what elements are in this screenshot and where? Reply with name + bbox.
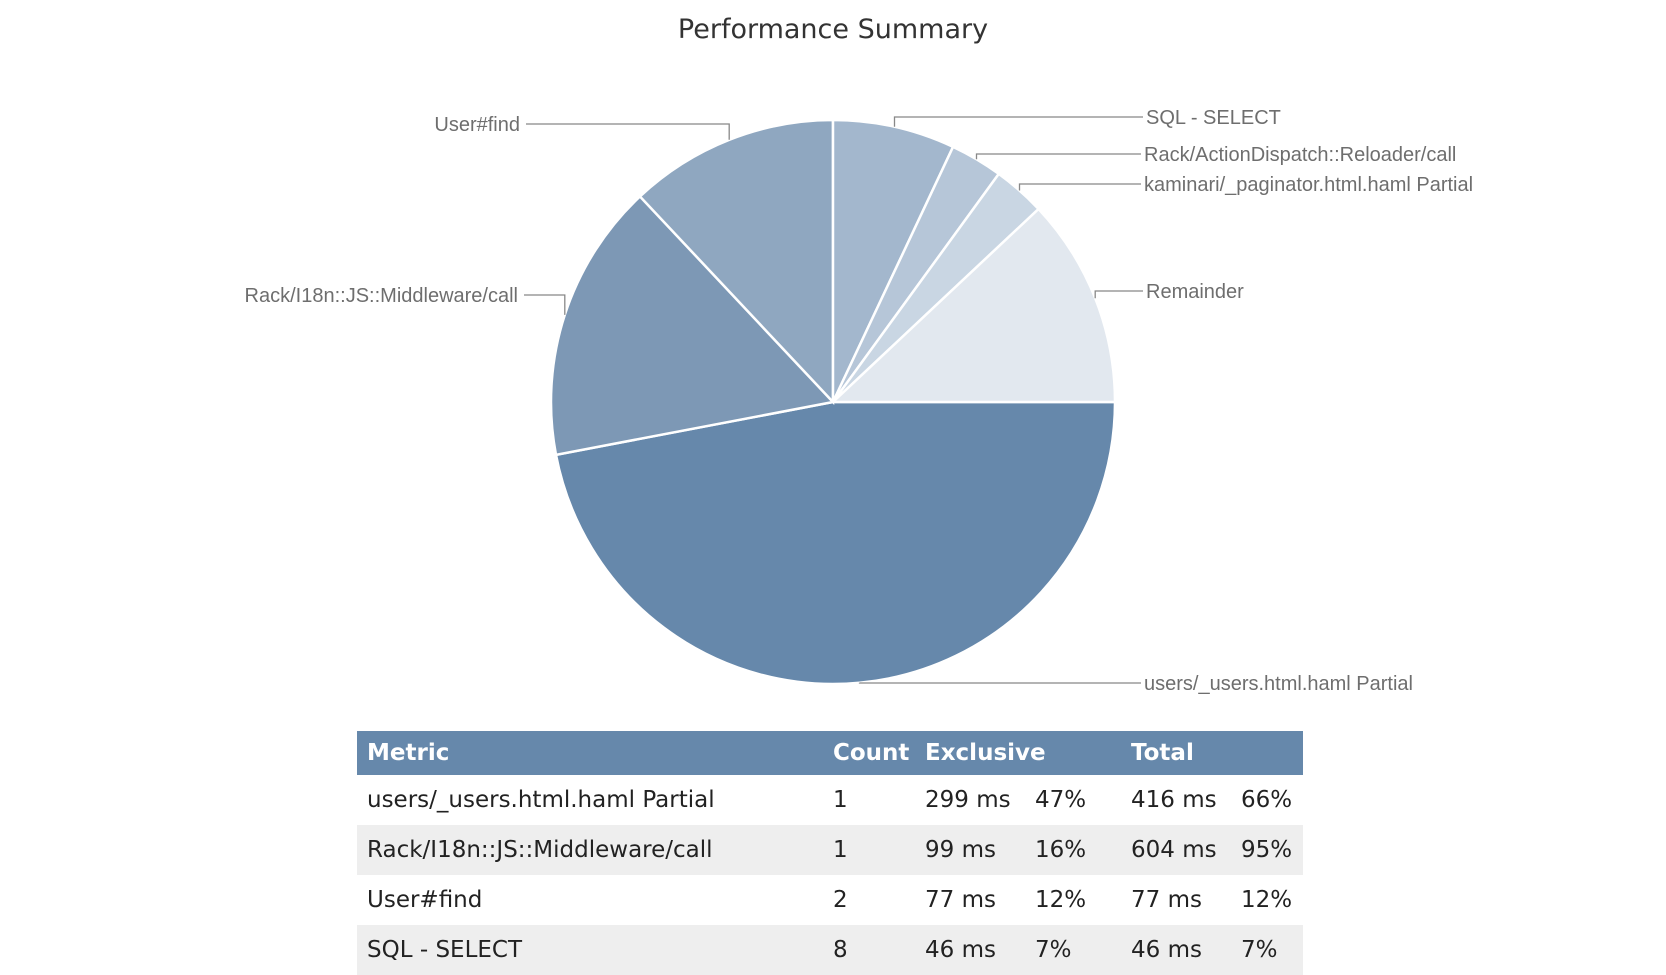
pie-slices (551, 120, 1115, 684)
cell-count: 2 (823, 875, 915, 925)
cell-exclusive-pct: 16% (1025, 825, 1121, 875)
slice-label: users/_users.html.haml Partial (1144, 673, 1413, 695)
header-metric[interactable]: Metric (357, 731, 823, 775)
cell-count: 8 (823, 925, 915, 975)
cell-total-pct: 7% (1231, 925, 1303, 975)
cell-exclusive-ms: 77 ms (915, 875, 1025, 925)
performance-table: Metric Count Exclusive Total users/_user… (357, 731, 1303, 975)
leader-line (524, 295, 565, 315)
cell-total-ms: 77 ms (1121, 875, 1231, 925)
pie-chart: users/_users.html.haml Partial Rack/I18n:… (0, 0, 1666, 725)
cell-exclusive-ms: 46 ms (915, 925, 1025, 975)
pie-slice[interactable] (556, 402, 1115, 684)
cell-count: 1 (823, 775, 915, 825)
header-count[interactable]: Count (823, 731, 915, 775)
table-row: SQL - SELECT 8 46 ms 7% 46 ms 7% (357, 925, 1303, 975)
cell-exclusive-ms: 299 ms (915, 775, 1025, 825)
slice-label: Rack/I18n::JS::Middleware/call (245, 285, 518, 307)
cell-count: 1 (823, 825, 915, 875)
table-row: Rack/I18n::JS::Middleware/call 1 99 ms 1… (357, 825, 1303, 875)
cell-total-ms: 416 ms (1121, 775, 1231, 825)
slice-label: kaminari/_paginator.html.haml Partial (1144, 174, 1473, 196)
header-total[interactable]: Total (1121, 731, 1303, 775)
leader-line (977, 154, 1142, 159)
leader-line (1020, 184, 1142, 191)
cell-exclusive-ms: 99 ms (915, 825, 1025, 875)
slice-label: SQL - SELECT (1146, 107, 1281, 129)
leader-line (1095, 291, 1143, 298)
leader-line (895, 117, 1144, 127)
cell-exclusive-pct: 7% (1025, 925, 1121, 975)
cell-metric: User#find (357, 875, 823, 925)
cell-total-ms: 604 ms (1121, 825, 1231, 875)
slice-label: Rack/ActionDispatch::Reloader/call (1144, 144, 1456, 166)
table-row: User#find 2 77 ms 12% 77 ms 12% (357, 875, 1303, 925)
cell-total-ms: 46 ms (1121, 925, 1231, 975)
slice-label: User#find (434, 114, 520, 136)
header-exclusive[interactable]: Exclusive (915, 731, 1121, 775)
cell-exclusive-pct: 12% (1025, 875, 1121, 925)
leader-line (526, 124, 729, 140)
cell-total-pct: 66% (1231, 775, 1303, 825)
cell-metric: SQL - SELECT (357, 925, 823, 975)
cell-metric: Rack/I18n::JS::Middleware/call (357, 825, 823, 875)
cell-exclusive-pct: 47% (1025, 775, 1121, 825)
table-header-row: Metric Count Exclusive Total (357, 731, 1303, 775)
cell-metric: users/_users.html.haml Partial (357, 775, 823, 825)
table-row: users/_users.html.haml Partial 1 299 ms … (357, 775, 1303, 825)
cell-total-pct: 12% (1231, 875, 1303, 925)
slice-label: Remainder (1146, 281, 1244, 303)
cell-total-pct: 95% (1231, 825, 1303, 875)
